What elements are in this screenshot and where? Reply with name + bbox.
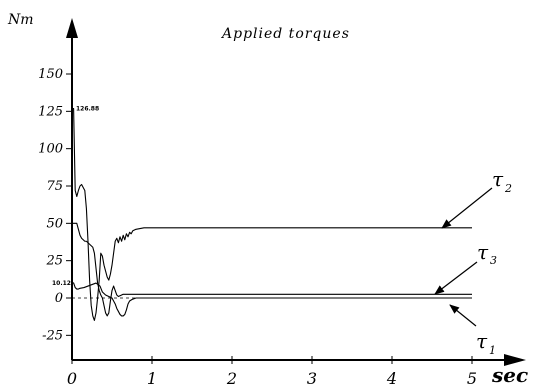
y-tick-label: 150: [38, 67, 63, 82]
tau1-arrow-icon: [449, 304, 477, 327]
series-line-τ1: [72, 282, 472, 317]
tau1-start-annotation: 10.12: [52, 280, 71, 287]
series-label-tau2: τ 2: [441, 167, 512, 229]
x-tick-label: 0: [67, 369, 77, 388]
series-group: [72, 107, 472, 321]
x-tick-label: 3: [307, 369, 317, 388]
tau2-symbol: τ: [492, 167, 504, 191]
x-tick-label: 4: [386, 369, 397, 388]
y-tick-label: 50: [46, 216, 63, 231]
y-axis-arrow-icon: [66, 18, 78, 38]
series-label-tau3: τ 3: [434, 240, 497, 295]
tau2-arrow-icon: [441, 187, 493, 229]
series-line-τ3: [72, 222, 472, 317]
y-tick-label: 125: [38, 104, 63, 119]
x-tick-label: 2: [226, 369, 237, 388]
y-tick-label: 0: [55, 291, 63, 306]
tau3-symbol: τ: [477, 240, 489, 264]
y-axis: [66, 18, 78, 360]
tau3-arrow-icon: [434, 261, 478, 295]
x-axis: [72, 354, 526, 366]
tau2-subscript: 2: [504, 182, 512, 195]
x-axis-arrow-icon: [504, 354, 526, 366]
tau1-subscript: 1: [489, 344, 496, 357]
x-axis-unit-label: sec: [491, 363, 528, 387]
y-tick-label: 100: [38, 142, 63, 157]
chart-title: Applied torques: [220, 26, 350, 42]
y-tick-label: -25: [42, 328, 63, 343]
series-label-tau1: τ 1: [449, 304, 496, 357]
tau1-symbol: τ: [476, 329, 488, 353]
tau3-subscript: 3: [490, 254, 497, 267]
x-tick-label: 1: [147, 369, 157, 388]
x-tick-group: 0 1 2 3 4 5: [67, 356, 477, 388]
x-tick-label: 5: [467, 369, 477, 388]
y-tick-label: 75: [46, 179, 63, 194]
y-axis-unit-label: Nm: [7, 12, 34, 28]
peak-annotation: 126.88: [76, 106, 99, 113]
y-tick-label: 25: [45, 254, 63, 269]
y-tick-group: -25 0 25 50 75 100 125 150: [38, 67, 72, 343]
series-line-τ2: [72, 107, 472, 321]
